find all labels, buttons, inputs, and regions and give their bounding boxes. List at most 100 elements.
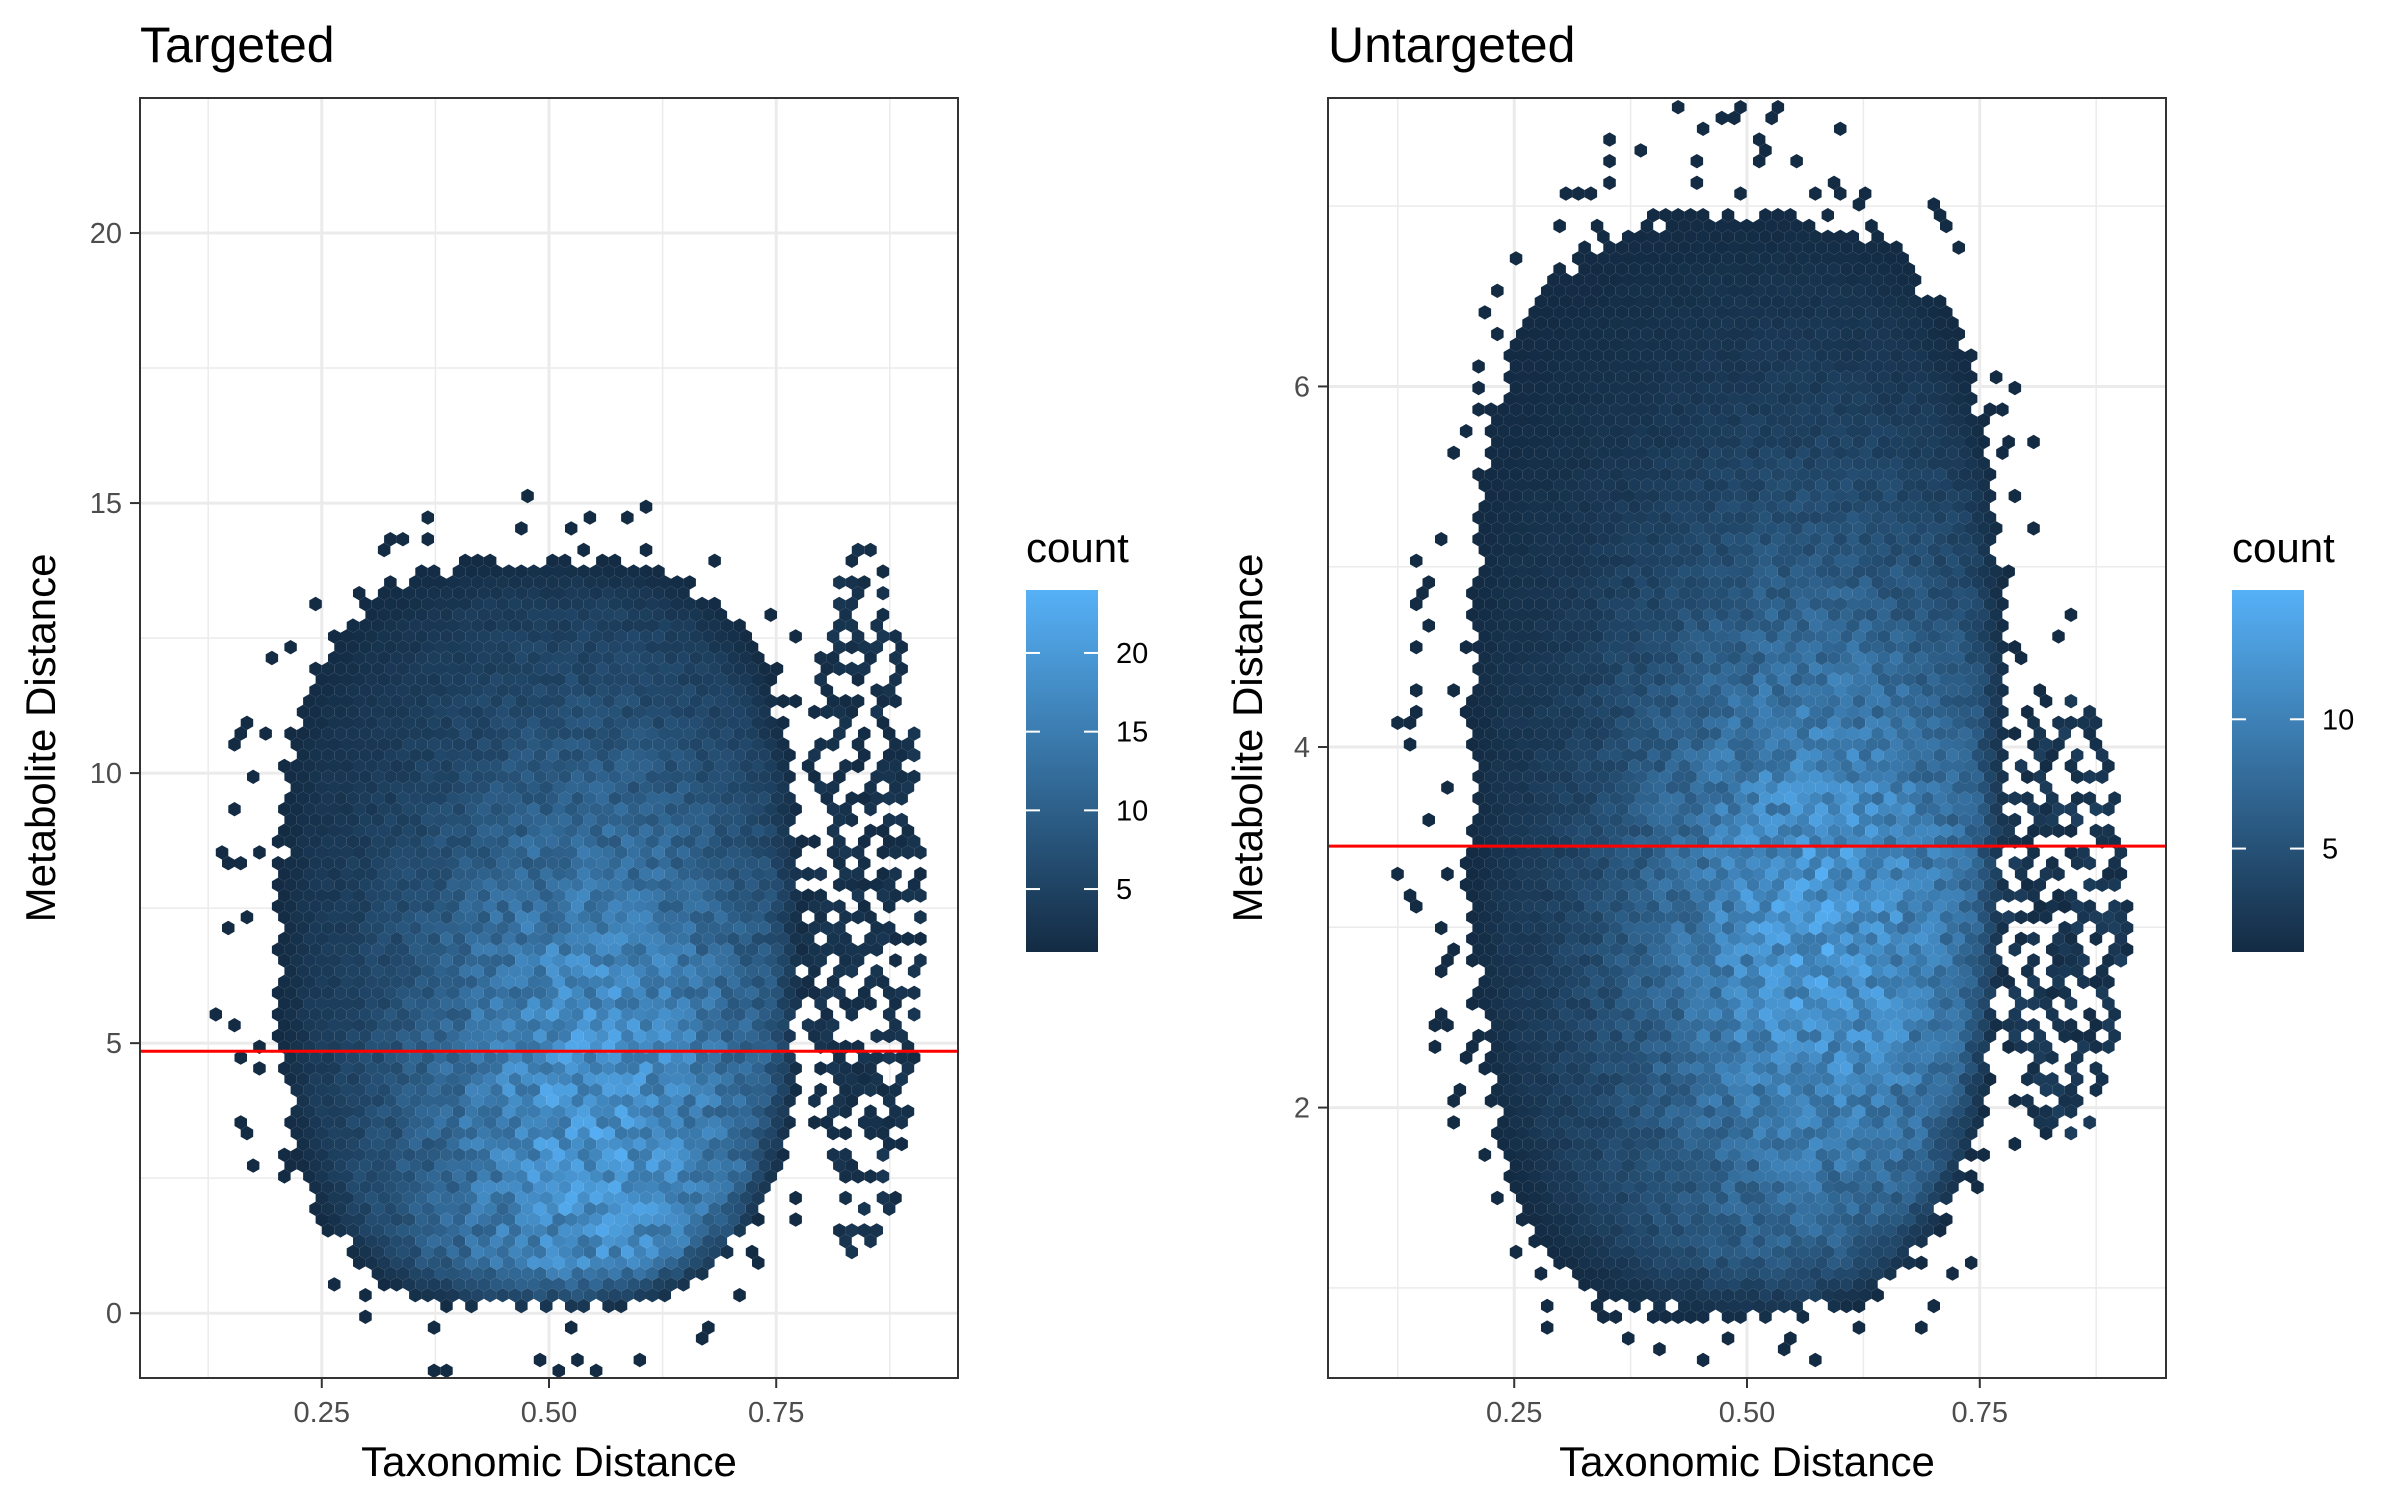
- hexbin-cell: [421, 1115, 434, 1130]
- hexbin-cell: [371, 1266, 385, 1281]
- hexbin-cell: [477, 1082, 491, 1098]
- hexbin-cell: [627, 1018, 640, 1033]
- hexbin-cell: [434, 1158, 447, 1173]
- hexbin-cell: [577, 1277, 590, 1292]
- hexbin-cell: [783, 1115, 796, 1130]
- hexbin-cell: [558, 1266, 572, 1281]
- hexbin-cell: [571, 1093, 584, 1108]
- hexbin-cell: [471, 1223, 484, 1238]
- hexbin-cell: [589, 1104, 603, 1119]
- hexbin-cell: [558, 1158, 572, 1173]
- hexbin-cell: [459, 1266, 472, 1281]
- hexbin-cell: [733, 1007, 746, 1022]
- x-axis-title: Taxonomic Distance: [361, 1438, 737, 1485]
- hexbin-cell: [434, 1072, 447, 1087]
- hexbin-cell: [658, 1288, 671, 1303]
- hexbin-cell: [459, 1136, 472, 1152]
- hexbin-cell: [409, 1050, 422, 1065]
- hexbin-cell: [515, 1169, 528, 1184]
- hexbin-cell: [353, 1234, 366, 1249]
- hexbin-cell: [614, 1018, 628, 1033]
- hexbin-cell: [515, 1212, 528, 1227]
- hexbin-cell: [409, 1180, 422, 1195]
- hexbin-cell: [702, 1082, 715, 1098]
- hexbin-cell: [907, 1007, 921, 1022]
- hexbin-cell: [402, 1277, 416, 1292]
- hexbin-cell: [328, 1169, 341, 1184]
- hexbin-cell: [309, 1050, 322, 1065]
- hexbin-cell: [876, 1126, 890, 1141]
- hexbin-cell: [621, 1266, 634, 1281]
- hexbin-cell: [845, 1223, 858, 1238]
- hexbin-cell: [596, 1028, 609, 1044]
- hexbin-cell: [596, 1180, 609, 1195]
- y-tick-label: 0: [106, 1298, 122, 1330]
- hexbin-cell: [695, 1050, 709, 1065]
- hexbin-cell: [396, 1007, 410, 1022]
- hexbin-cell: [309, 1072, 322, 1087]
- hexbin-cell: [321, 1136, 335, 1152]
- hexbin-cell: [602, 1169, 615, 1184]
- hexbin-cell: [321, 1158, 335, 1173]
- hexbin-cell: [652, 1190, 665, 1206]
- hexbin-cell: [683, 1244, 696, 1260]
- hexbin-cell: [589, 1061, 603, 1076]
- hexbin-cell: [490, 1169, 503, 1184]
- hexbin-cell: [340, 1061, 353, 1076]
- hexbin-cell: [359, 1223, 372, 1238]
- hexbin-cell: [384, 1244, 397, 1260]
- hexbin-cell: [446, 1028, 459, 1044]
- hexbin-cell: [427, 1061, 441, 1076]
- hexbin-cell: [296, 1028, 310, 1044]
- hexbin-cell: [621, 1072, 634, 1087]
- hexbin-cell: [789, 1082, 802, 1098]
- hexbin-cell: [527, 1234, 540, 1249]
- hexbin-cell: [284, 1115, 297, 1130]
- hexbin-cell: [602, 1126, 615, 1141]
- hexbin-cell: [321, 1180, 335, 1195]
- hexbin-cell: [402, 1169, 416, 1184]
- hexbin-cell: [521, 1223, 534, 1238]
- hexbin-cell: [390, 1018, 403, 1033]
- hexbin-cell: [502, 1169, 516, 1184]
- hexbin-cell: [377, 1190, 391, 1206]
- hexbin-cell: [315, 1212, 328, 1227]
- hexbin-cell: [496, 1093, 509, 1108]
- hexbin-cell: [434, 1136, 447, 1152]
- hexbin-cell: [396, 1050, 410, 1065]
- hexbin-cell: [695, 1028, 709, 1044]
- hexbin-cell: [521, 1244, 534, 1260]
- hexbin-cell: [889, 1190, 902, 1206]
- hexbin-cell: [396, 1028, 410, 1044]
- hexbin-cell: [758, 1093, 771, 1108]
- hexbin-cell: [421, 1201, 434, 1216]
- hexbin-cell: [889, 1082, 902, 1098]
- hexbin-cell: [565, 1061, 578, 1076]
- hexbin-cell: [677, 1126, 690, 1141]
- hexbin-cell: [427, 1190, 441, 1206]
- hexbin-cell: [745, 1093, 759, 1108]
- hexbin-cell: [627, 1061, 640, 1076]
- hexbin-cell: [540, 1212, 553, 1227]
- hexbin-cell: [515, 1234, 528, 1249]
- hexbin-cell: [496, 1266, 509, 1281]
- hexbin-cell: [646, 1050, 659, 1065]
- hexbin-cell: [770, 1136, 784, 1152]
- hexbin-cell: [321, 1115, 335, 1130]
- hexbin-cell: [515, 1104, 528, 1119]
- hexbin-cell: [471, 1201, 484, 1216]
- hexbin-cell: [739, 1169, 752, 1184]
- hexbin-cell: [552, 1255, 565, 1270]
- hexbin-cell: [895, 1072, 908, 1087]
- hexbin-cell: [858, 1201, 871, 1216]
- hexbin-cell: [621, 1093, 634, 1108]
- hexbin-cell: [571, 1072, 584, 1087]
- hexbin-cell: [752, 1190, 765, 1206]
- hexbin-cell: [377, 1082, 391, 1098]
- hexbin-cell: [377, 1147, 391, 1162]
- hexbin-cell: [340, 1104, 353, 1119]
- hexbin-cell: [508, 1288, 522, 1303]
- hexbin-cell: [895, 1136, 908, 1152]
- hexbin-cell: [577, 1104, 590, 1119]
- hexbin-cell: [502, 1126, 516, 1141]
